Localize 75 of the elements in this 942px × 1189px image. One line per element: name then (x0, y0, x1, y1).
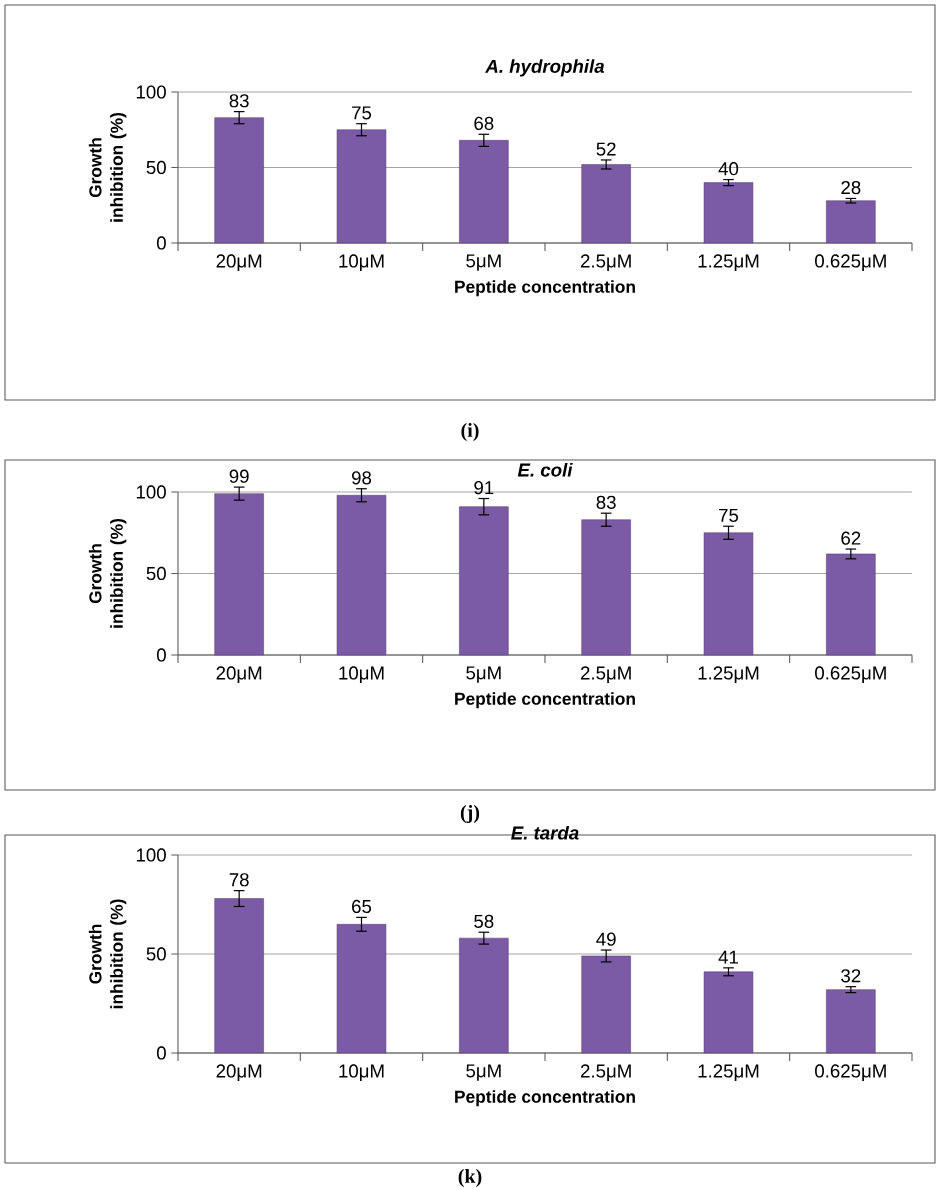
x-axis-title: Peptide concentration (455, 280, 635, 297)
bar (336, 494, 387, 656)
data-label: 83 (596, 495, 616, 509)
y-axis-title: Growth inhibition (%) (88, 518, 127, 628)
bar (826, 553, 876, 656)
y-tick-label: 0 (156, 1046, 166, 1060)
data-label: 75 (719, 508, 739, 522)
x-tick-label: 1.25μM (698, 1064, 759, 1081)
text: (i) (461, 422, 479, 442)
chart-title: E. tarda (511, 825, 579, 840)
chart-title: A. hydrophila (484, 59, 605, 77)
bar (214, 898, 264, 1054)
bar (214, 493, 264, 656)
data-label: 68 (474, 116, 494, 131)
data-label: 52 (596, 142, 616, 156)
bar (459, 506, 509, 656)
bar (703, 971, 754, 1054)
y-tick-label: 0 (156, 648, 166, 662)
data-label: 75 (352, 106, 372, 120)
y-axis-title: Growth inhibition (%) (88, 899, 127, 1009)
x-tick-label: 1.25μM (698, 666, 759, 683)
bar (336, 129, 387, 244)
data-label: 32 (841, 969, 861, 983)
y-axis-title: Growth inhibition (%) (88, 112, 127, 222)
data-label: 62 (841, 531, 861, 545)
bar (581, 164, 631, 244)
bar (214, 117, 264, 244)
data-label: 91 (474, 481, 494, 495)
x-tick-label: 2.5μM (580, 666, 631, 683)
x-tick-label: 1.25μM (698, 254, 759, 271)
y-tick-label: 50 (146, 947, 166, 961)
data-label: 49 (596, 932, 616, 946)
data-label: 98 (351, 471, 372, 485)
data-label: 78 (229, 873, 249, 887)
bar (459, 937, 509, 1054)
y-tick-label: 100 (136, 485, 166, 499)
text: (k) (458, 1168, 482, 1188)
y-tick-label: 0 (156, 236, 166, 250)
x-tick-label: 20μM (216, 666, 262, 683)
data-label: 58 (474, 914, 494, 928)
x-tick-label: 2.5μM (580, 1064, 631, 1081)
data-label: 41 (718, 950, 738, 964)
x-tick-label: 5μM (466, 1064, 501, 1081)
bar (581, 519, 631, 656)
bar (459, 140, 509, 244)
bar (826, 200, 876, 244)
x-tick-label: 10μM (339, 1064, 384, 1081)
bar (703, 532, 754, 656)
y-tick-label: 50 (146, 566, 166, 581)
x-tick-label: 0.625μM (815, 1064, 886, 1081)
text: (j) (460, 804, 480, 824)
data-label: 83 (229, 94, 249, 108)
x-tick-label: 10μM (339, 666, 384, 683)
x-tick-label: 20μM (216, 1064, 262, 1081)
x-tick-label: 2.5μM (580, 254, 631, 271)
bar (581, 955, 631, 1054)
x-tick-label: 5μM (466, 666, 501, 683)
bar (336, 924, 387, 1054)
x-axis-title: Peptide concentration (455, 1090, 635, 1107)
y-tick-label: 100 (136, 848, 166, 862)
bar (826, 989, 876, 1054)
y-tick-label: 100 (136, 85, 166, 99)
y-tick-label: 50 (146, 160, 166, 175)
x-axis-title: Peptide concentration (455, 692, 635, 709)
x-tick-label: 10μM (339, 254, 384, 271)
x-tick-label: 20μM (216, 254, 262, 271)
data-label: 28 (841, 180, 861, 195)
x-tick-label: 5μM (466, 254, 501, 271)
chart-title: E. coli (517, 462, 573, 477)
x-tick-label: 0.625μM (815, 254, 886, 271)
data-label: 65 (352, 899, 372, 914)
data-label: 40 (718, 162, 739, 176)
x-tick-label: 0.625μM (815, 666, 886, 683)
bar (703, 182, 754, 244)
data-label: 99 (229, 469, 249, 483)
